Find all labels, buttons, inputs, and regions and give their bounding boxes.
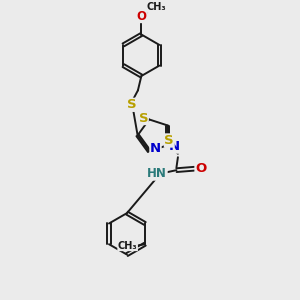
Text: S: S xyxy=(164,134,174,147)
Text: O: O xyxy=(136,10,146,22)
Text: S: S xyxy=(139,112,148,124)
Text: N: N xyxy=(150,142,161,155)
Text: O: O xyxy=(195,162,206,175)
Text: N: N xyxy=(169,140,180,153)
Text: HN: HN xyxy=(147,167,167,180)
Text: S: S xyxy=(127,98,137,111)
Text: CH₃: CH₃ xyxy=(118,241,137,251)
Text: CH₃: CH₃ xyxy=(146,2,166,12)
